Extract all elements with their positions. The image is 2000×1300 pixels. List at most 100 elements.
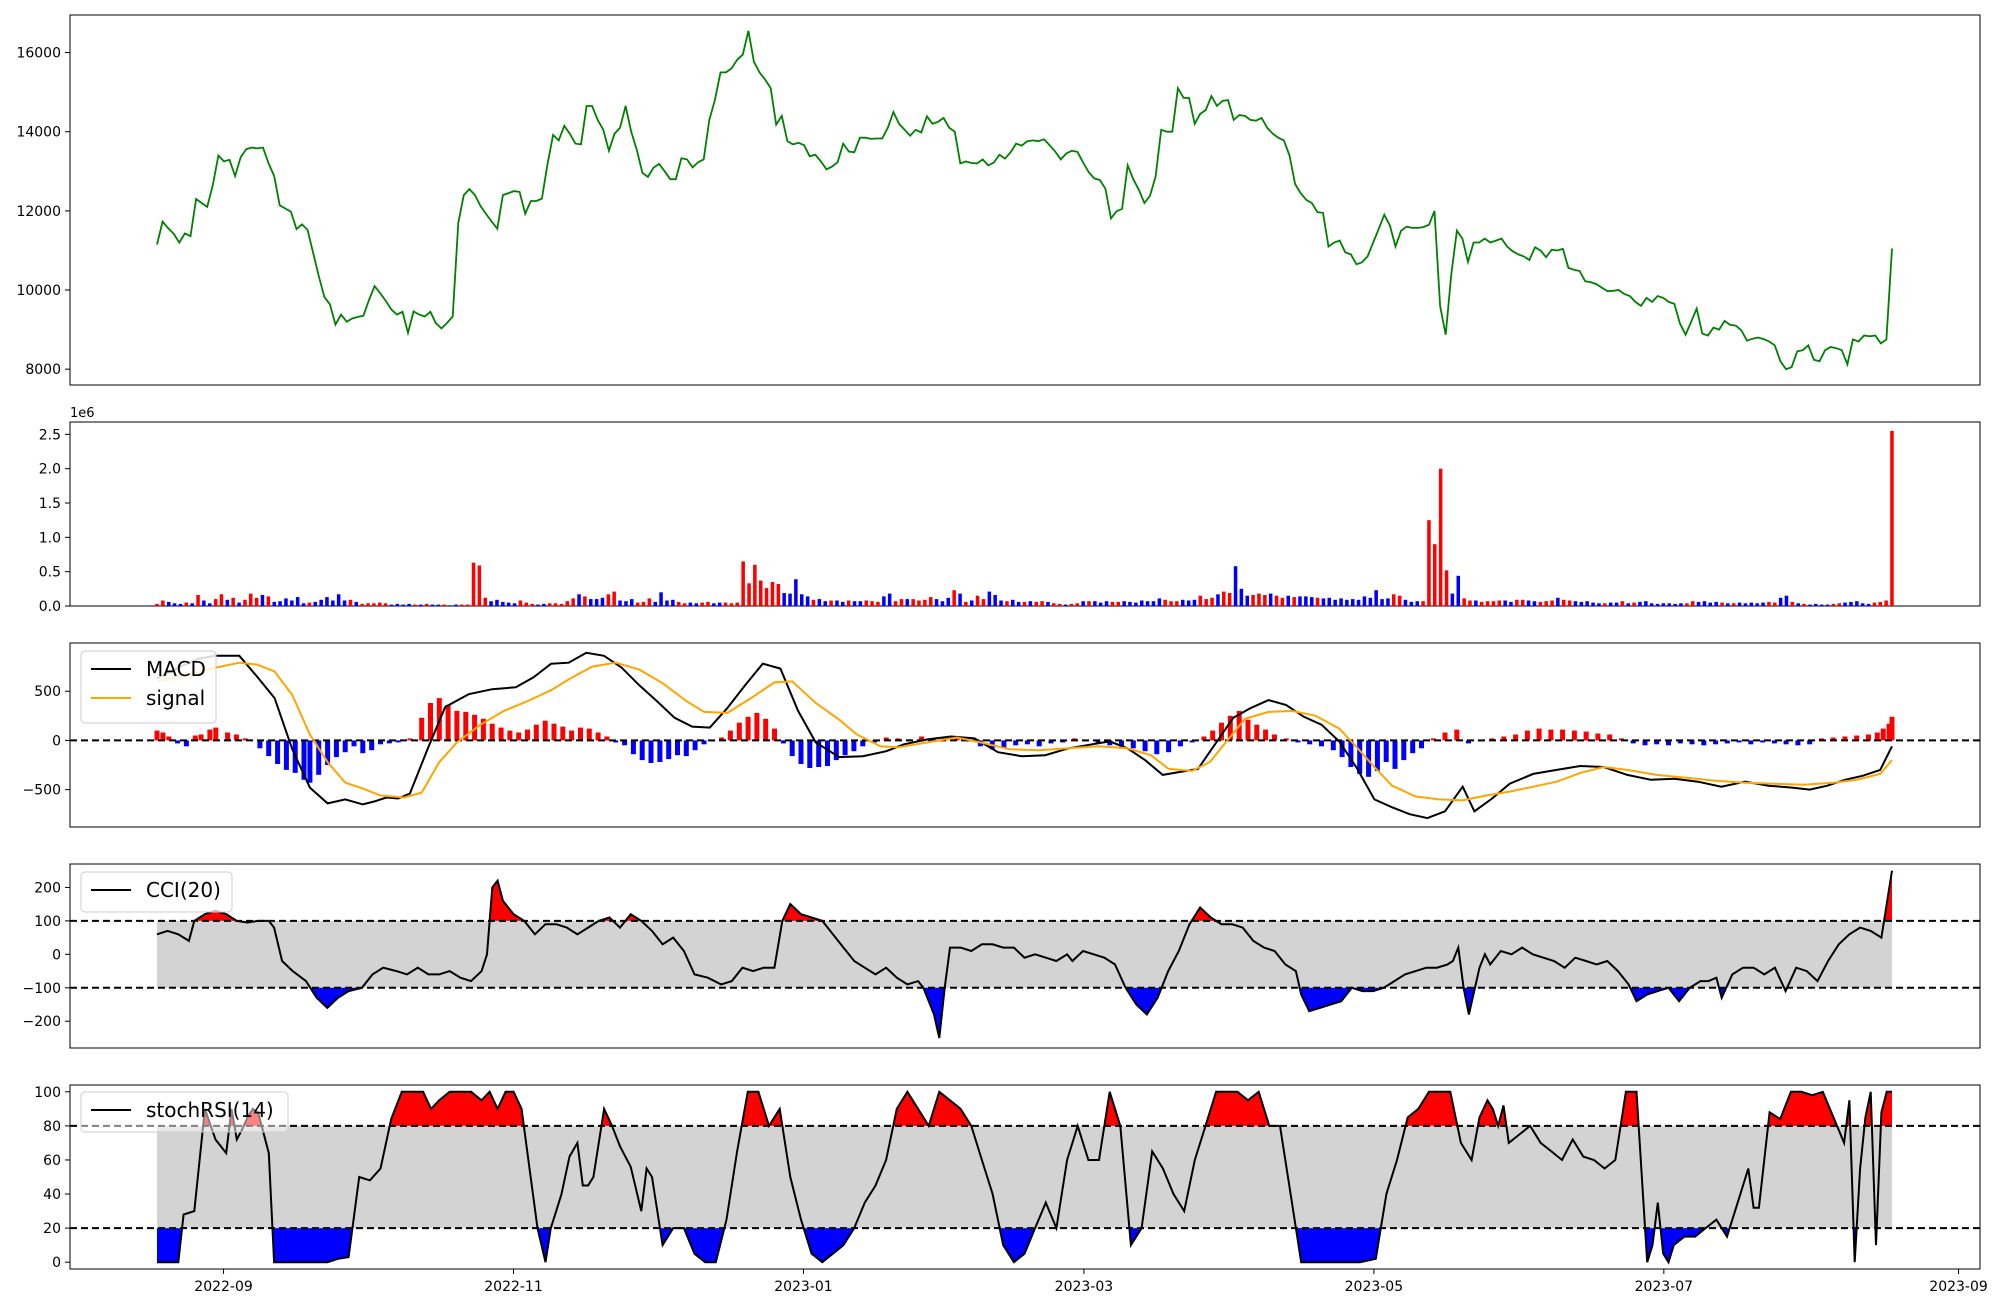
volume-bar — [483, 597, 488, 606]
volume-bar — [548, 603, 552, 606]
volume-bar — [1421, 601, 1425, 606]
volume-bar — [1714, 601, 1718, 606]
y-tick-label: 0 — [52, 947, 61, 963]
volume-bar — [788, 593, 792, 606]
signal-legend-label: signal — [146, 686, 205, 710]
volume-bar — [1696, 601, 1701, 606]
stochrsi-legend-label: stochRSI(14) — [146, 1098, 274, 1122]
volume-bar — [864, 600, 869, 606]
volume-bar — [1814, 603, 1818, 606]
macd-histogram-bar — [369, 740, 375, 751]
volume-bar — [1837, 603, 1842, 606]
volume-bar — [1767, 601, 1771, 606]
macd-histogram-bar — [551, 723, 557, 741]
macd-histogram-bar — [1254, 724, 1260, 741]
stochrsi-panel: 0 20 40 60 80 100 — [34, 1084, 1981, 1271]
x-tick-label: 2023-07 — [1635, 1279, 1694, 1295]
macd-histogram-bar — [1219, 722, 1224, 741]
volume-bar — [1532, 601, 1537, 606]
macd-histogram-bar — [1366, 740, 1372, 777]
macd-histogram-bar — [498, 727, 504, 741]
cci-legend-label: CCI(20) — [146, 878, 221, 902]
volume-bar — [747, 583, 751, 606]
macd-histogram-bar — [569, 730, 575, 741]
macd-histogram-bar — [622, 740, 628, 746]
macd-histogram-bar — [1072, 738, 1077, 741]
volume-bar — [1655, 603, 1660, 606]
volume-bar — [536, 604, 540, 606]
neutral-band — [157, 1125, 1892, 1229]
macd-histogram-bar — [1348, 740, 1354, 767]
x-tick-label: 2022-11 — [484, 1279, 543, 1295]
macd-histogram-bar — [1748, 740, 1754, 745]
volume-bar — [1737, 602, 1742, 606]
volume-bar — [635, 602, 640, 606]
axes-frame — [69, 421, 1981, 607]
volume-bar — [1673, 603, 1677, 606]
volume-bar — [1878, 601, 1883, 606]
volume-bar — [1415, 601, 1420, 606]
volume-bar — [759, 580, 763, 606]
macd-histogram-bar — [1607, 734, 1613, 741]
macd-histogram-bar — [1536, 728, 1542, 741]
volume-bar — [1321, 598, 1326, 606]
macd-line — [156, 651, 1893, 820]
volume-bar — [665, 600, 669, 606]
macd-histogram-bar — [1818, 738, 1824, 741]
volume-bar — [1409, 601, 1414, 606]
volume-bar — [1169, 601, 1173, 606]
volume-bar — [706, 601, 710, 606]
volume-bar — [1052, 603, 1056, 606]
volume-bar — [254, 597, 259, 606]
volume-bar — [249, 593, 253, 606]
macd-histogram-bar — [560, 726, 566, 741]
macd-histogram-bar — [1339, 740, 1345, 758]
y-tick-label: 40 — [43, 1187, 61, 1203]
macd-histogram-bar — [266, 740, 272, 757]
macd-histogram-bar — [1166, 740, 1172, 753]
macd-histogram-bar — [1410, 740, 1416, 754]
volume-bar — [231, 597, 235, 606]
volume-bar — [1825, 604, 1830, 606]
volume-bar — [336, 594, 341, 606]
volume-bar — [923, 599, 927, 606]
volume-bar — [1573, 601, 1578, 606]
volume-bar — [1784, 595, 1789, 606]
volume-bar — [999, 600, 1003, 606]
volume-bar — [155, 603, 159, 606]
macd-histogram-bar — [630, 740, 636, 755]
y-tick-label: 2.0 — [39, 462, 61, 478]
volume-bar — [1808, 604, 1812, 606]
macd-histogram-bar — [683, 740, 689, 757]
y-tick-label: 10000 — [16, 283, 61, 299]
volume-bar — [1603, 603, 1607, 606]
macd-histogram-bar — [1724, 740, 1730, 744]
macd-histogram-bar — [833, 740, 839, 761]
volume-bar — [729, 603, 734, 606]
volume-bar — [512, 603, 517, 606]
volume-bar — [1310, 597, 1314, 606]
volume-bar — [753, 564, 757, 606]
volume-bar — [870, 601, 874, 606]
volume-bar — [372, 603, 376, 606]
oversold-fill — [157, 987, 1892, 1038]
volume-bar — [630, 599, 634, 606]
volume-bar — [307, 602, 312, 606]
macd-histogram-bar — [1560, 729, 1566, 741]
y-tick-label: 16000 — [16, 46, 61, 62]
macd-histogram-bar — [1013, 740, 1019, 746]
volume-bar — [1151, 601, 1156, 606]
macd-histogram-bar — [428, 703, 433, 741]
volume-bar — [378, 602, 382, 606]
volume-bar — [899, 599, 904, 606]
macd-histogram-bar — [701, 740, 707, 745]
volume-bar — [471, 562, 476, 606]
volume-bar — [290, 600, 294, 606]
volume-bar — [1204, 599, 1208, 606]
volume-bar — [1362, 596, 1367, 606]
neutral-band — [157, 920, 1892, 988]
axes-frame — [69, 14, 1981, 386]
macd-histogram-bar — [183, 740, 189, 747]
volume-bar — [1679, 603, 1683, 606]
